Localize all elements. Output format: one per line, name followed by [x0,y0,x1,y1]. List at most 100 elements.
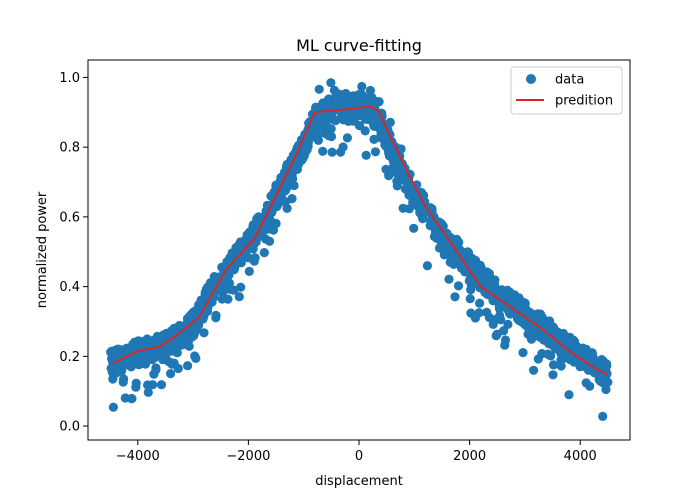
data-point [138,352,148,362]
data-point [585,381,595,391]
data-point [355,99,366,109]
data-point [365,85,375,96]
x-axis: −4000 −2000 0 2000 4000 [116,440,597,464]
data-point [338,114,348,124]
y-tick-label: 0.6 [59,210,80,225]
data-point [236,282,246,292]
data-point [172,348,182,358]
y-axis: 0.0 0.2 0.4 0.6 0.8 1.0 [59,71,88,435]
data-point [166,369,176,379]
data-point [282,203,292,213]
data-point [156,380,167,390]
data-point [396,144,406,154]
data-point [564,390,574,400]
data-point [244,266,254,276]
data-point [318,146,328,156]
data-point [437,241,447,251]
data-point [439,250,449,260]
x-tick-label: −2000 [226,449,270,464]
data-point [409,189,419,199]
data-point [107,346,117,356]
data-point [235,237,245,247]
data-point [470,313,480,323]
data-point [126,394,136,404]
data-point [533,327,544,338]
data-point [314,84,324,94]
data-point [591,356,602,366]
data-point [122,343,132,353]
data-point [340,92,350,102]
legend-data-label: data [555,73,584,88]
data-point [326,124,336,134]
data-point [524,328,535,338]
data-point [274,196,284,206]
data-point [331,102,341,112]
data-point [189,331,199,341]
data-point [429,222,439,232]
data-point [521,307,532,317]
data-point [566,335,577,345]
data-point [190,351,200,361]
x-tick-label: 0 [355,449,363,464]
prediction-series [112,104,609,376]
data-point [369,121,379,131]
y-tick-label: 0.0 [59,420,80,435]
data-point [490,280,500,290]
plot-area [106,78,613,421]
data-point [262,218,272,229]
y-tick-label: 0.4 [59,280,80,295]
data-point [422,261,432,271]
legend-box [510,66,623,115]
data-point [356,89,367,99]
data-point [199,328,209,338]
data-point [292,163,302,173]
data-point [475,298,485,308]
data-point [381,164,391,174]
data-point [465,294,475,304]
y-axis-label: normalized power [35,191,50,308]
data-point [250,253,260,263]
data-point [234,292,244,302]
data-point [183,361,193,371]
data-point [218,280,228,290]
data-point [514,293,524,303]
data-point [184,312,194,322]
data-point [453,281,464,291]
data-point [125,357,135,367]
legend-data-marker [526,74,536,84]
data-point [131,378,141,388]
data-point [500,340,510,350]
data-point [499,326,509,336]
data-point [320,114,330,124]
data-point [211,310,221,320]
data-point [165,346,175,356]
data-point [587,363,597,374]
data-point [149,369,159,379]
prediction-line [112,104,609,376]
data-point [324,131,334,141]
data-point [342,133,352,143]
data-point [409,223,419,233]
data-point [265,236,275,246]
data-point [299,152,309,162]
data-point [167,359,177,369]
data-point [361,150,371,160]
data-point [598,411,608,421]
data-point [142,334,152,344]
y-tick-label: 0.2 [59,350,80,365]
data-point [518,348,528,358]
data-point [327,114,337,124]
legend: data predition [510,66,623,115]
data-point [131,342,141,352]
data-point [158,355,168,365]
data-point [346,110,356,120]
data-point [229,285,239,295]
data-point [223,294,233,304]
data-point [529,365,539,375]
data-point [243,253,253,263]
data-point [494,304,505,314]
data-point [450,292,460,302]
data-point [235,251,245,261]
data-point [390,154,400,165]
